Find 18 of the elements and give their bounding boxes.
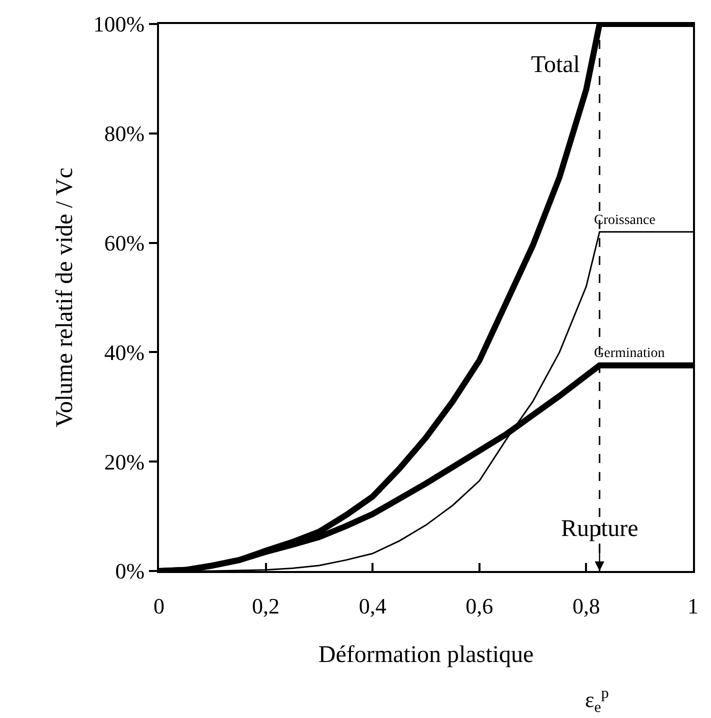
y-tick-label: 40% xyxy=(104,340,145,365)
x-tick-label: 0,2 xyxy=(252,593,280,618)
y-tick-label: 20% xyxy=(104,449,145,474)
ref-line-label: Rupture xyxy=(561,516,638,542)
x-axis-title: Déformation plastique xyxy=(318,642,534,668)
x-tick-label: 0,4 xyxy=(358,593,386,618)
x-tick-label: 0,8 xyxy=(572,593,600,618)
y-tick-label: 60% xyxy=(104,230,145,256)
series-label: Croissance xyxy=(594,213,656,228)
y-tick-label: 0% xyxy=(115,558,145,584)
y-axis-title: Volume relatif de vide / Vc xyxy=(52,168,78,428)
x-tick-label: 0,6 xyxy=(466,593,494,618)
x-tick-label: 1 xyxy=(688,593,698,618)
x-tick-label: 0 xyxy=(154,593,164,618)
y-tick-label: 80% xyxy=(104,121,145,146)
series-label: Total xyxy=(531,52,580,78)
series-label: Germination xyxy=(594,346,665,361)
y-tick-label: 100% xyxy=(93,12,145,37)
